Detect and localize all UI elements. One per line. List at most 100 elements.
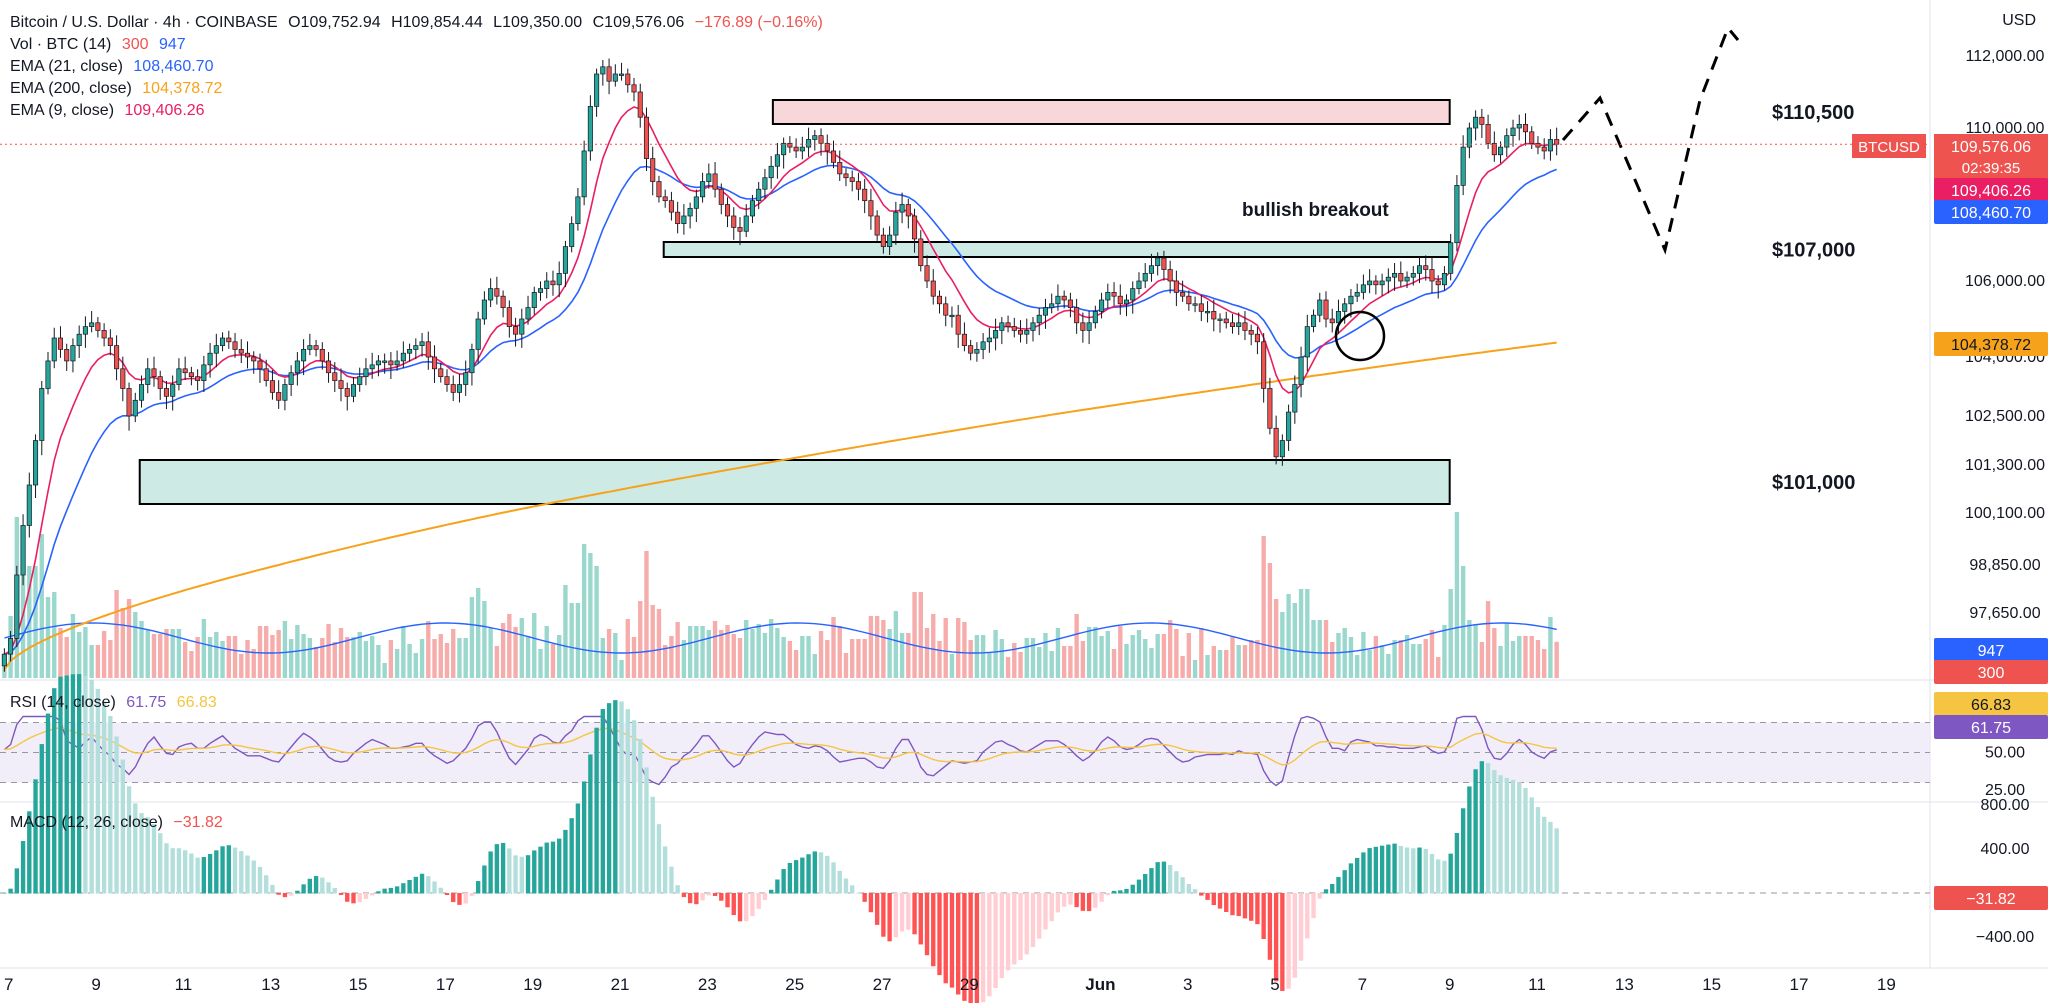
volume-bar: [282, 621, 288, 678]
volume-bar: [1336, 633, 1341, 678]
price-tick: 102,500.00: [1965, 408, 2045, 425]
annotation-text: bullish breakout: [1242, 200, 1389, 221]
candle: [949, 306, 955, 328]
candle-body: [126, 388, 132, 417]
volume-bar: [868, 616, 874, 678]
currency-label[interactable]: USD: [2002, 12, 2036, 29]
volume-bar: [513, 627, 518, 678]
volume-bar: [588, 553, 593, 678]
candle: [818, 128, 824, 156]
macd-bar: [33, 779, 38, 894]
candle: [837, 150, 843, 181]
macd-bar: [76, 674, 82, 894]
candle-body: [1036, 314, 1042, 324]
candle: [1229, 314, 1236, 334]
macd-bar: [899, 893, 905, 932]
macd-bar: [1305, 893, 1310, 939]
candle-body: [830, 150, 837, 163]
macd-bar: [937, 893, 942, 976]
x-tick: 17: [1790, 975, 1809, 994]
macd-bar: [1249, 893, 1254, 921]
candle-body: [1267, 388, 1273, 429]
candle-body: [51, 337, 57, 362]
candle: [1198, 295, 1204, 322]
candle-body: [76, 333, 82, 346]
macd-bar: [1211, 893, 1216, 906]
macd-bar: [625, 709, 630, 894]
candle-body: [1242, 322, 1248, 331]
x-tick: 19: [1877, 975, 1896, 994]
ema9-path: [4, 106, 1557, 655]
candle-body: [1030, 322, 1036, 331]
macd-bar: [793, 860, 799, 894]
volume-bar: [451, 629, 456, 678]
volume-bar: [532, 613, 537, 678]
candle: [643, 107, 650, 172]
candle-body: [1491, 142, 1497, 156]
candle-body: [120, 368, 126, 389]
vol-a: 300: [121, 36, 149, 53]
candle: [1242, 311, 1248, 341]
rsi-legend[interactable]: RSI (14, close) 61.75 66.83: [10, 692, 223, 714]
candle-body: [737, 227, 743, 232]
macd-bar: [725, 893, 730, 908]
price-tick: 101,300.00: [1965, 457, 2045, 474]
macd-bar: [369, 893, 375, 896]
candle-body: [107, 337, 113, 346]
ema21-legend[interactable]: EMA (21, close) 108,460.70: [10, 56, 219, 78]
volume-bar: [214, 632, 219, 678]
volume-bar: [363, 641, 369, 678]
candle-body: [868, 200, 874, 217]
candle-body: [1429, 269, 1435, 282]
macd-bar: [158, 833, 163, 894]
candle-body: [263, 368, 269, 381]
ema200-legend[interactable]: EMA (200, close) 104,378.72: [10, 78, 228, 100]
candle: [494, 276, 500, 305]
candle-body: [1105, 292, 1111, 301]
candle: [880, 227, 886, 254]
candle: [1292, 375, 1298, 424]
ema9-legend[interactable]: EMA (9, close) 109,406.26: [10, 100, 211, 122]
macd-bar: [382, 888, 387, 894]
volume-bar: [332, 642, 337, 678]
volume-bar: [1267, 563, 1273, 678]
macd-bar: [363, 893, 369, 899]
volume-bar: [407, 644, 412, 678]
candle-body: [1167, 269, 1173, 282]
candle-body: [282, 384, 288, 401]
volume-bar: [1398, 640, 1403, 678]
candle: [1017, 320, 1024, 343]
volume-bar: [1230, 636, 1235, 678]
macd-bar: [1554, 828, 1559, 894]
volume-bar: [76, 632, 82, 678]
volume-legend[interactable]: Vol · BTC (14) 300 947: [10, 34, 192, 56]
candle: [1273, 415, 1279, 465]
candle: [1441, 266, 1447, 291]
volume-bar: [351, 637, 356, 678]
volume-bar: [158, 634, 163, 678]
volume-bar: [663, 645, 668, 678]
candle: [1498, 141, 1504, 164]
volume-bar: [1523, 636, 1528, 678]
volume-bar: [1292, 603, 1298, 678]
candle-body: [1142, 273, 1148, 282]
volume-bar: [1436, 657, 1441, 678]
macd-legend[interactable]: MACD (12, 26, close) −31.82: [10, 812, 229, 834]
volume-bar: [1199, 628, 1204, 678]
countdown-text: 02:39:35: [1962, 160, 2020, 177]
candle: [1392, 263, 1398, 291]
volume-bar: [64, 637, 69, 678]
zone-label: $110,500: [1772, 102, 1854, 124]
macd-bar: [600, 709, 606, 894]
candle-body: [425, 341, 431, 358]
candle-body: [151, 368, 157, 378]
volume-bar: [301, 634, 306, 678]
candle-body: [724, 204, 731, 217]
macd-bar: [326, 882, 331, 894]
candle-body: [1011, 326, 1017, 331]
candle-body: [1148, 265, 1154, 274]
candle-body: [1479, 116, 1485, 125]
candle-body: [743, 215, 749, 232]
macd-bar: [588, 754, 593, 894]
